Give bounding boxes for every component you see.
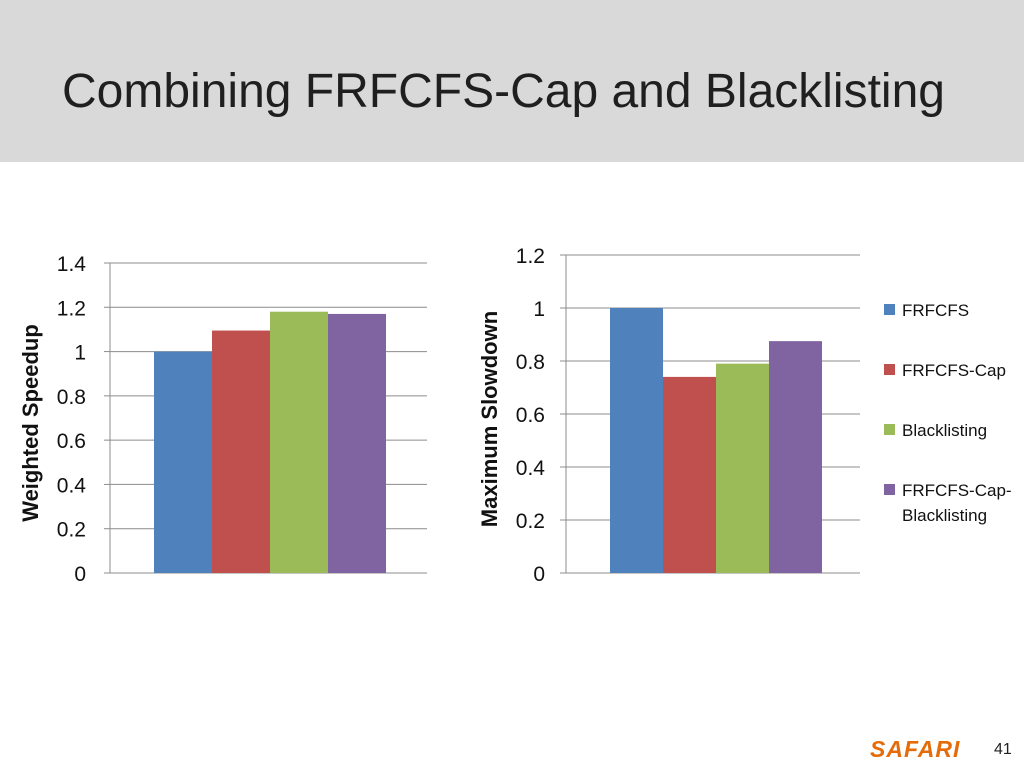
y-tick-label: 0.8 xyxy=(57,386,86,409)
y-tick-label: 0.6 xyxy=(57,430,86,453)
y-tick-label: 1 xyxy=(74,342,86,365)
bar-frfcfs xyxy=(610,308,663,573)
legend-swatch xyxy=(884,304,895,315)
maximum-slowdown-chart: 0 0.2 0.4 0.6 0.8 1 1.2 Maximum Slowdown xyxy=(477,245,860,586)
y-tick-label: 0.2 xyxy=(57,519,86,542)
chart-legend: FRFCFS FRFCFS-Cap Blacklisting FRFCFS-Cap- B… xyxy=(884,301,1012,525)
legend-label: FRFCFS-Cap- xyxy=(902,481,1012,500)
bar-frfcfs-cap-blacklisting xyxy=(328,313,386,573)
y-tick-label: 1.4 xyxy=(57,253,87,276)
bar-blacklisting xyxy=(270,311,328,573)
bar-blacklisting xyxy=(716,363,769,573)
y-tick-label: 1.2 xyxy=(516,245,545,268)
y-tick-label: 0.2 xyxy=(516,510,545,533)
y-tick-label: 0.6 xyxy=(516,404,545,427)
bar-frfcfs xyxy=(154,351,212,573)
legend-swatch xyxy=(884,364,895,375)
weighted-speedup-chart: 0 0.2 0.4 0.6 0.8 1 1.2 1.4 Weighted Speedup xyxy=(18,253,427,586)
legend-swatch xyxy=(884,424,895,435)
slide-title: Combining FRFCFS-Cap and Blacklisting xyxy=(62,65,945,118)
legend-label: Blacklisting xyxy=(902,421,987,440)
y-tick-label: 0 xyxy=(74,563,86,586)
bar-frfcfs-cap xyxy=(212,330,270,573)
y-tick-label: 1.2 xyxy=(57,297,86,320)
legend-swatch xyxy=(884,484,895,495)
y-tick-label: 1 xyxy=(533,298,545,321)
y-axis-title: Maximum Slowdown xyxy=(477,311,502,527)
y-tick-label: 0.4 xyxy=(57,474,87,497)
legend-label: FRFCFS-Cap xyxy=(902,361,1006,380)
legend-label: FRFCFS xyxy=(902,301,969,320)
y-axis-title: Weighted Speedup xyxy=(18,324,43,522)
bar-frfcfs-cap xyxy=(663,376,716,573)
page-number: 41 xyxy=(994,741,1012,758)
legend-label: Blacklisting xyxy=(902,506,987,525)
safari-logo: SAFARI xyxy=(870,736,961,762)
y-tick-label: 0.4 xyxy=(516,457,546,480)
bar-frfcfs-cap-blacklisting xyxy=(769,341,822,573)
title-band xyxy=(0,0,1024,162)
y-tick-label: 0 xyxy=(533,563,545,586)
y-tick-label: 0.8 xyxy=(516,351,545,374)
